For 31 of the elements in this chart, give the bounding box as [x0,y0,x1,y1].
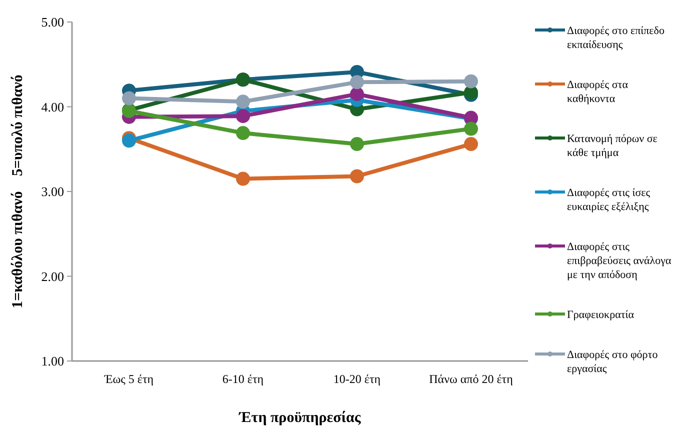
legend-label: Διαφορές στα καθήκοντα [567,78,628,105]
legend-label: Γραφειοκρατία [567,308,634,321]
y-tick-label: 4.00 [41,99,64,114]
point [122,134,136,148]
point [350,169,364,184]
x-tick-label: 6-10 έτη [222,372,264,386]
legend-label: Διαφορές στο φόρτο εργασίας [567,348,658,375]
y-tick-label: 5.00 [41,14,64,30]
point [464,137,478,152]
y-tick-label: 1.00 [41,354,64,369]
point [464,122,478,136]
point [350,87,364,102]
y-axis-title: 1=καθόλου πιθανό 5=υπολύ πιθανό [10,74,26,308]
legend-label: Διαφορές στο επίπεδο εκπαίδευσης [567,24,665,51]
point [464,74,478,88]
legend-label: Κατανομή πόρων σε κάθε τμήμα [567,132,658,159]
y-tick-label: 2.00 [41,268,64,284]
point [236,172,250,186]
x-axis-title: Έτη προϋπηρεσίας [238,410,362,426]
x-tick-label: 10-20 έτη [333,372,381,386]
point [350,137,364,152]
point [236,109,250,124]
legend-label: Διαφορές στις επιβραβεύσεις ανάλογα με την απόδοση [567,240,672,281]
x-tick-label: Έως 5 έτη [103,372,154,386]
legend-label: Διαφορές στις ίσες ευκαιρίες εξέλιξης [567,186,651,213]
point [236,94,250,109]
point [236,126,250,140]
y-tick-label: 3.00 [41,184,64,200]
x-tick-label: Πάνω από 20 έτη [429,372,513,386]
point [350,75,364,90]
point [122,91,136,106]
